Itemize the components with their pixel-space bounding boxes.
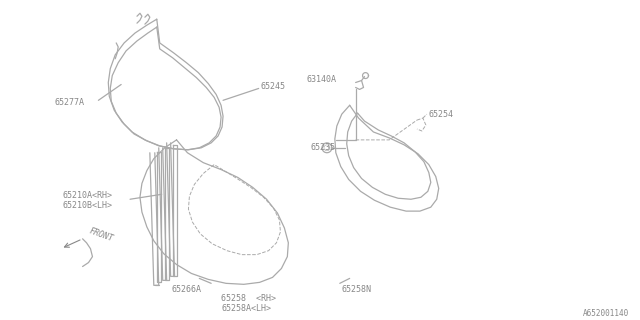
- Text: A652001140: A652001140: [582, 308, 628, 317]
- Text: 65266A: 65266A: [172, 285, 202, 294]
- Text: 65210A<RH>: 65210A<RH>: [63, 191, 113, 200]
- Text: 63140A: 63140A: [306, 75, 336, 84]
- Text: 65258A<LH>: 65258A<LH>: [221, 304, 271, 313]
- Text: 65210B<LH>: 65210B<LH>: [63, 201, 113, 210]
- Text: 65277A: 65277A: [55, 98, 85, 107]
- Text: 65235: 65235: [310, 143, 335, 152]
- Text: FRONT: FRONT: [88, 227, 114, 244]
- Text: 65245: 65245: [260, 82, 285, 91]
- Text: 65254: 65254: [429, 110, 454, 119]
- Text: 65258N: 65258N: [342, 285, 372, 294]
- Text: 65258  <RH>: 65258 <RH>: [221, 294, 276, 303]
